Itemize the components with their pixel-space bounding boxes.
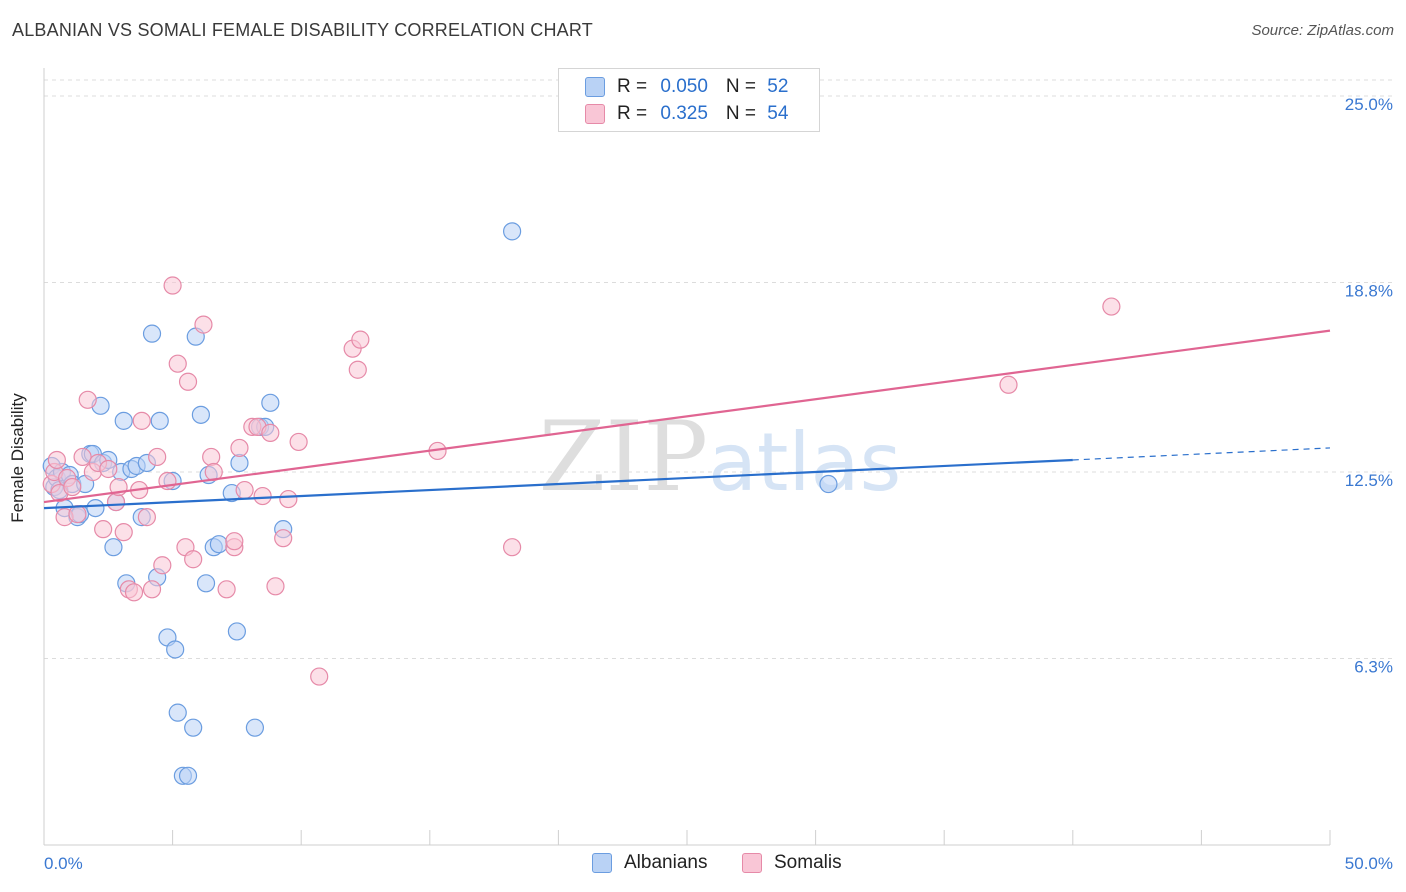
data-point	[86, 498, 105, 518]
watermark: ZIPatlas	[539, 401, 902, 513]
data-point	[68, 505, 87, 524]
somalis-swatch	[585, 104, 605, 124]
data-point	[99, 459, 118, 479]
legend-row-somalis: R = 0.325 N = 54	[585, 102, 788, 126]
grid-layer	[44, 79, 1392, 659]
n-value: 54	[767, 103, 789, 124]
trendline-albanians	[43, 458, 1073, 510]
correlation-legend: R = 0.050 N = 52 R = 0.325 N = 54	[558, 68, 820, 132]
chart-title: ALBANIAN VS SOMALI FEMALE DISABILITY COR…	[12, 20, 593, 40]
data-point	[132, 411, 151, 430]
y-tick-label: 25.0%	[1345, 95, 1393, 114]
data-point	[166, 640, 185, 659]
trendline-albanians-extension	[1072, 447, 1331, 461]
data-point	[114, 523, 133, 542]
x-tick-label-max: 50.0%	[1345, 854, 1393, 873]
legend-item-albanians[interactable]: Albanians	[592, 852, 707, 874]
data-point	[209, 535, 228, 554]
trendline-somalis	[43, 329, 1331, 504]
r-value: 0.325	[660, 103, 708, 124]
data-point	[348, 360, 367, 379]
source-label: Source: ZipAtlas.com	[1251, 22, 1394, 39]
legend-label-albanians: Albanians	[624, 852, 708, 873]
r-label: R =	[617, 103, 653, 124]
y-tick-label: 12.5%	[1345, 471, 1393, 490]
watermark-atlas: atlas	[708, 416, 901, 509]
legend-row-albanians: R = 0.050 N = 52	[585, 75, 788, 99]
legend-label-somalis: Somalis	[774, 852, 842, 873]
data-point	[124, 583, 144, 602]
data-point	[235, 480, 254, 500]
data-point	[73, 447, 92, 467]
data-point	[503, 538, 522, 557]
watermark-zip: ZIP	[539, 401, 708, 513]
n-label: N =	[725, 76, 762, 97]
data-point	[114, 411, 133, 430]
data-point	[274, 529, 293, 548]
data-point	[137, 508, 156, 527]
data-point	[142, 580, 162, 599]
data-point	[196, 574, 216, 593]
data-point	[1102, 297, 1121, 316]
data-point	[148, 447, 167, 467]
data-point	[78, 390, 97, 409]
data-point	[310, 667, 329, 686]
data-point	[150, 411, 169, 430]
somalis-legend-swatch	[742, 853, 762, 873]
data-point	[178, 766, 198, 785]
data-point	[202, 447, 221, 467]
data-point	[184, 550, 203, 569]
trend-layer	[43, 329, 1331, 510]
data-point	[230, 438, 249, 458]
albanians-swatch	[585, 77, 605, 97]
data-point	[163, 276, 182, 295]
albanians-legend-swatch	[592, 853, 612, 873]
legend-item-somalis[interactable]: Somalis	[742, 852, 842, 874]
data-point	[104, 538, 123, 557]
data-point	[261, 393, 280, 412]
data-point	[106, 492, 126, 512]
data-point	[153, 556, 172, 575]
r-label: R =	[617, 76, 653, 97]
data-point	[245, 718, 265, 737]
data-point	[266, 577, 285, 596]
data-point	[168, 703, 187, 722]
data-point	[279, 489, 298, 509]
r-value: 0.050	[660, 76, 708, 97]
data-point	[253, 486, 272, 506]
data-point	[261, 423, 280, 442]
n-value: 52	[767, 76, 789, 97]
axis-layer	[43, 68, 1331, 846]
data-point	[63, 477, 82, 497]
data-point	[178, 372, 198, 391]
data-point	[227, 622, 246, 641]
data-point	[999, 375, 1018, 394]
data-point	[47, 450, 66, 470]
data-point	[168, 354, 187, 373]
x-tick-label-min: 0.0%	[44, 854, 83, 873]
points-layer	[42, 222, 1121, 785]
n-label: N =	[725, 103, 762, 124]
data-point	[184, 718, 203, 737]
y-tick-label: 18.8%	[1345, 281, 1393, 300]
label-layer: 6.3% 12.5% 18.8% 25.0% 0.0% 50.0%	[44, 95, 1393, 873]
data-point	[225, 532, 244, 551]
data-point	[194, 315, 213, 334]
data-point	[819, 474, 838, 494]
y-tick-label: 6.3%	[1354, 657, 1393, 676]
data-point	[142, 324, 162, 343]
data-point	[289, 432, 308, 452]
data-point	[191, 405, 210, 424]
data-point	[351, 330, 370, 349]
data-point	[503, 222, 522, 241]
data-point	[94, 520, 113, 539]
data-point	[217, 580, 236, 599]
series-somalis	[42, 276, 1121, 686]
series-legend: Albanians Somalis	[0, 852, 1406, 878]
